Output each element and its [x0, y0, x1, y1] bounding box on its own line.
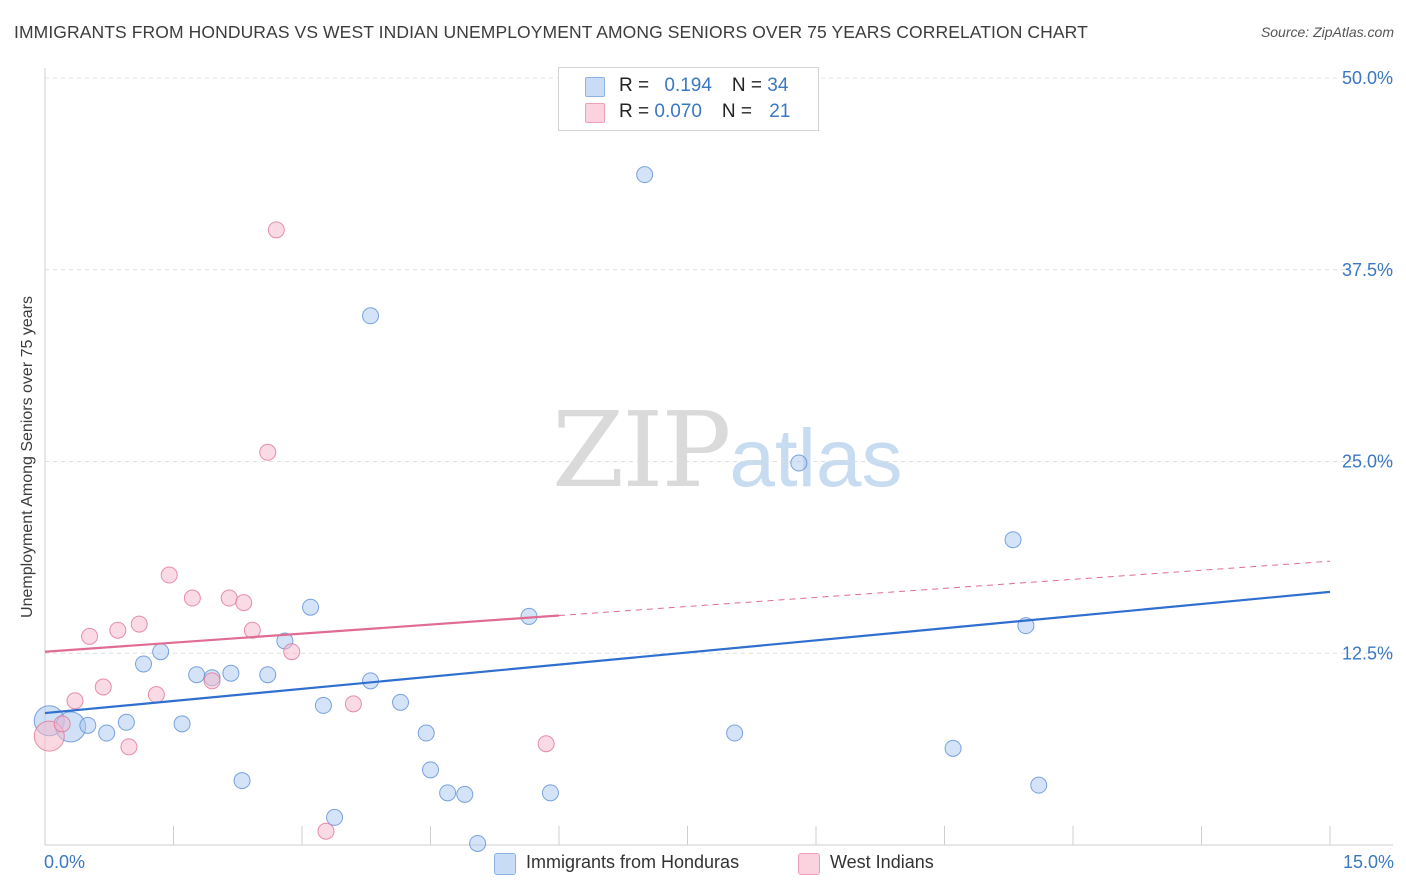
west-indians-point	[243, 621, 261, 639]
legend: R = 0.194 N = 34 R = 0.070 N = 21	[558, 67, 819, 131]
legend-text-honduras: R = 0.194 N = 34	[619, 75, 788, 97]
legend-text-west-indians: R = 0.070 N = 21	[619, 101, 790, 123]
west-indians-point	[267, 221, 285, 239]
honduras-point	[98, 724, 116, 742]
honduras-point	[117, 713, 135, 731]
honduras-point	[417, 724, 435, 742]
west-indians-point	[259, 443, 277, 461]
honduras-point	[1004, 531, 1022, 549]
legend-swatch-honduras	[585, 77, 605, 97]
honduras-point	[188, 666, 206, 684]
honduras-point	[135, 655, 153, 673]
legend-r-label: R =	[619, 75, 655, 96]
west-indians-point	[160, 566, 178, 584]
honduras-point	[326, 808, 344, 826]
honduras-point	[314, 696, 332, 714]
west-indians-point	[109, 621, 127, 639]
legend-r-value: 0.070	[654, 101, 702, 122]
west-indians-point	[81, 627, 99, 645]
y-tick-label: 12.5%	[1342, 643, 1393, 663]
honduras-point	[636, 166, 654, 184]
y-tick-label: 25.0%	[1342, 452, 1393, 472]
west-indians-point	[94, 678, 112, 696]
bottom-legend-swatch-west-indians	[798, 853, 820, 875]
watermark-zip: ZIP	[552, 389, 731, 511]
honduras-point	[469, 834, 487, 852]
west-indians-point	[130, 615, 148, 633]
honduras-point	[944, 739, 962, 757]
west-indians-point	[220, 589, 238, 607]
honduras-point	[1030, 776, 1048, 794]
west-indians-point	[537, 735, 555, 753]
legend-n-value: 34	[767, 75, 789, 96]
legend-r-value: 0.194	[664, 75, 712, 96]
legend-n-label: N =	[721, 101, 758, 122]
honduras-point	[456, 785, 474, 803]
west-indians-point	[203, 672, 221, 690]
honduras-point	[726, 724, 744, 742]
bottom-legend-label-honduras: Immigrants from Honduras	[526, 852, 740, 872]
y-axis-label: Unemployment Among Seniors over 75 years	[19, 296, 36, 618]
honduras-point	[173, 715, 191, 733]
west-indians-point	[53, 715, 71, 733]
y-tick-label: 50.0%	[1342, 68, 1393, 88]
west-indians-point	[283, 643, 301, 661]
honduras-point	[222, 664, 240, 682]
watermark-atlas: atlas	[729, 413, 903, 504]
honduras-point	[233, 772, 251, 790]
x-tick-label-min: 0.0%	[44, 852, 86, 872]
west-indians-trend-line-extension	[558, 560, 1331, 617]
west-indians-point	[120, 738, 138, 756]
legend-n-value: 21	[769, 101, 791, 122]
honduras-point	[302, 598, 320, 616]
legend-swatch-west-indians	[585, 103, 605, 123]
west-indians-point	[344, 695, 362, 713]
bottom-legend-swatch-honduras	[494, 853, 516, 875]
honduras-point	[422, 761, 439, 779]
west-indians-point	[66, 692, 84, 710]
west-indians-trend-line	[44, 614, 560, 653]
honduras-point	[152, 643, 170, 661]
west-indians-point	[183, 589, 201, 607]
chart-title: IMMIGRANTS FROM HONDURAS VS WEST INDIAN …	[14, 22, 1088, 42]
honduras-point	[362, 307, 380, 325]
bottom-legend-label-west-indians: West Indians	[830, 852, 934, 872]
west-indians-point	[235, 594, 253, 612]
watermark: ZIPatlas	[552, 398, 903, 503]
honduras-point	[439, 784, 457, 802]
west-indians-point	[317, 822, 335, 840]
x-tick-label-max: 15.0%	[1342, 852, 1394, 872]
legend-n-label: N =	[731, 75, 768, 96]
honduras-trend-line	[44, 590, 1331, 715]
west-indians-point	[147, 686, 165, 704]
honduras-point	[79, 716, 97, 734]
honduras-point	[259, 666, 277, 684]
y-tick-label: 37.5%	[1342, 260, 1393, 280]
honduras-point	[790, 454, 808, 472]
chart-source: Source: ZipAtlas.com	[1260, 24, 1394, 40]
legend-r-label: R =	[619, 101, 655, 122]
honduras-point	[541, 784, 559, 802]
honduras-point	[392, 693, 410, 711]
